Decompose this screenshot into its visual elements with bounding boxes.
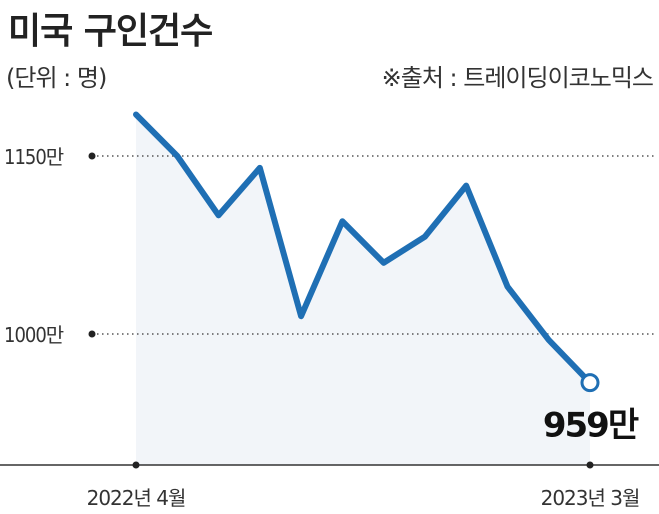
y-tick-label: 1150만: [4, 145, 64, 169]
end-value-label: 959만: [543, 406, 639, 446]
source-label: ※출처 : 트레이딩이코노믹스: [381, 64, 654, 92]
x-tick-label: 2022년 4월: [87, 486, 186, 510]
x-tick-dot: [132, 461, 140, 469]
y-tick-label: 1000만: [4, 323, 64, 347]
y-tick-dot: [88, 330, 96, 338]
end-point-marker: [580, 373, 600, 393]
chart-title: 미국 구인건수: [8, 11, 213, 52]
x-tick-dot: [586, 461, 594, 469]
unit-label: (단위 : 명): [6, 64, 107, 92]
series-line: [133, 111, 593, 386]
area-fill: [136, 114, 590, 465]
x-tick-label: 2023년 3월: [541, 486, 640, 510]
y-tick-dot: [88, 152, 96, 160]
